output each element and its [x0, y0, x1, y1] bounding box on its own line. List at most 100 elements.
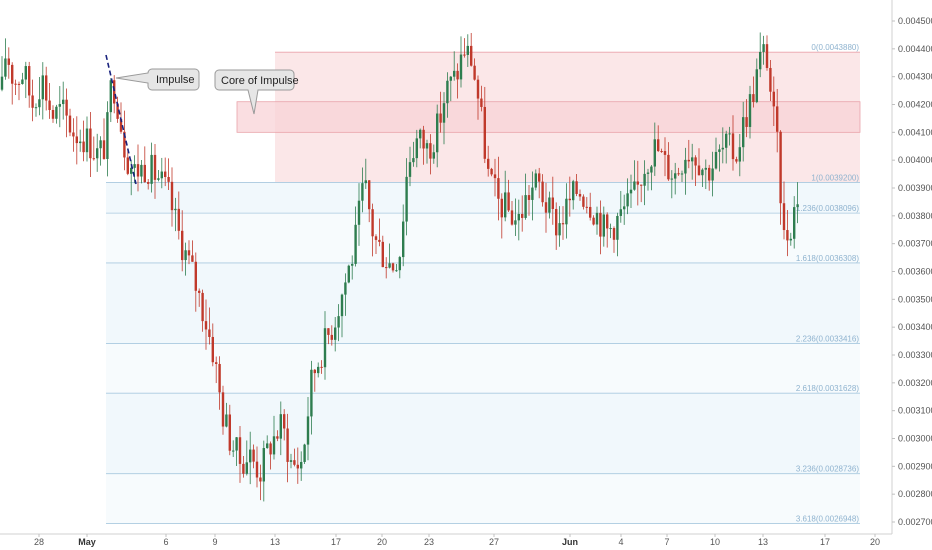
candle-body: [34, 107, 38, 109]
candle-body: [463, 54, 466, 56]
candle-body: [62, 99, 65, 105]
candle-body: [293, 460, 296, 465]
candle-body: [89, 128, 92, 159]
callouts: Impulse Core of Impulse: [115, 68, 299, 115]
impulse-callout[interactable]: Impulse: [115, 68, 200, 91]
candle-body: [544, 202, 548, 213]
candle-body: [109, 80, 112, 113]
candle-body: [58, 104, 61, 107]
candle-body: [538, 173, 541, 182]
candle-body: [344, 282, 347, 295]
candle-body: [391, 263, 395, 271]
candle-body: [578, 193, 582, 197]
candle-body: [204, 321, 208, 330]
price-axis[interactable]: 0.0045000 0.0044000 0.0043000 0.0042000 0.00…: [891, 0, 932, 534]
candle-body: [449, 76, 452, 81]
candle-body: [55, 106, 58, 119]
candle-body: [38, 99, 41, 108]
candle-body: [24, 66, 27, 80]
candle-body: [228, 414, 231, 451]
y-tick-label: 0.0040000: [898, 155, 932, 165]
y-tick-label: 0.0036000: [898, 267, 932, 277]
candle-body: [279, 414, 282, 439]
x-tick-label: 6: [163, 537, 168, 547]
fib-label: 1.236(0.0038096): [796, 204, 860, 213]
candle-body: [708, 167, 711, 181]
extension-band: [106, 393, 860, 474]
y-tick-label: 0.0032000: [898, 378, 932, 388]
candle-body: [364, 180, 367, 184]
candle-body: [126, 157, 129, 174]
candle-body: [181, 230, 184, 261]
candle-body: [191, 255, 194, 262]
candle-body: [735, 159, 738, 162]
candle-body: [167, 176, 170, 182]
candle-body: [711, 168, 714, 181]
candle-body: [470, 45, 473, 66]
candle-body: [759, 51, 762, 70]
candle-body: [351, 263, 354, 266]
candle-body: [147, 182, 150, 184]
candle-body: [289, 460, 293, 462]
candle-body: [459, 54, 463, 80]
fib-zones: [106, 52, 861, 524]
core-callout[interactable]: Core of Impulse: [214, 69, 299, 115]
candle-body: [748, 94, 752, 127]
x-tick-label: 28: [34, 537, 44, 547]
candle-body: [286, 428, 289, 462]
candle-body: [340, 294, 344, 317]
candle-body: [684, 159, 687, 174]
candle-body: [769, 67, 772, 92]
candle-body: [725, 133, 728, 148]
candle-body: [453, 70, 456, 77]
x-tick-label: 4: [618, 537, 623, 547]
fib-label: 2.236(0.0033416): [796, 334, 860, 343]
candle-body: [157, 178, 160, 180]
candle-body: [334, 327, 337, 340]
candle-body: [704, 167, 707, 170]
impulse-trendline[interactable]: [105, 54, 137, 185]
candle-body: [568, 198, 571, 201]
x-tick-label: 27: [489, 537, 499, 547]
candle-body: [691, 157, 694, 162]
candle-body: [79, 141, 82, 144]
candle-body: [388, 263, 391, 268]
candle-body: [436, 113, 439, 153]
candle-body: [514, 220, 517, 225]
candle-body: [245, 462, 248, 474]
candle-body: [306, 416, 310, 445]
candle-body: [4, 58, 7, 77]
candle-body: [106, 112, 109, 159]
candle-body: [140, 164, 143, 177]
candle-body: [565, 198, 568, 225]
fib-label: 0(0.0043880): [811, 43, 859, 52]
time-axis[interactable]: 28 May 6 9 13 17 20 23 27 Jun 4 7 10 13 17 20: [0, 533, 892, 547]
candle-body: [201, 292, 204, 322]
candle-body: [184, 250, 187, 261]
fib-label: 1(0.0039200): [811, 173, 859, 182]
candle-body: [85, 128, 89, 153]
candle-body: [548, 197, 551, 213]
core-callout-text: Core of Impulse: [221, 75, 299, 87]
candle-body: [558, 223, 561, 236]
x-tick-label: 20: [377, 537, 387, 547]
candle-body: [283, 414, 286, 429]
candle-body: [589, 206, 592, 218]
core-callout-shape: [214, 69, 295, 115]
candle-body: [731, 133, 735, 160]
candle-body: [429, 143, 432, 159]
candle-body: [170, 181, 174, 211]
candle-body: [779, 131, 782, 204]
candle-body: [765, 44, 769, 68]
candle-body: [272, 436, 276, 455]
candle-body: [660, 151, 663, 153]
candle-body: [0, 76, 4, 90]
candle-body: [551, 197, 554, 209]
candle-body: [595, 212, 599, 225]
y-tick-label: 0.0028000: [898, 489, 932, 499]
candle-body: [136, 164, 140, 177]
candle-body: [745, 117, 748, 127]
candlesticks: [0, 32, 799, 502]
candle-body: [500, 198, 503, 218]
